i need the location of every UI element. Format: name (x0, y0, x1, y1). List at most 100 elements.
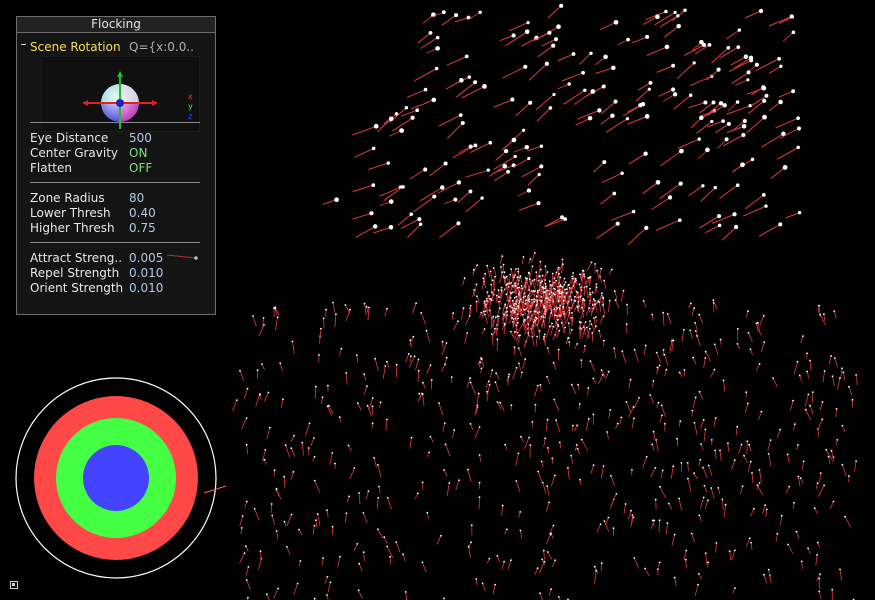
boid-head (584, 345, 586, 347)
boid-trail (262, 449, 266, 462)
info-icon[interactable] (10, 581, 18, 589)
boid-trail (518, 321, 525, 332)
lower-thresh-value[interactable]: 0.40 (129, 206, 156, 220)
boid-trail (550, 326, 554, 336)
zone-radius-value[interactable]: 80 (129, 191, 145, 205)
boid-head (473, 143, 478, 148)
boid-trail (554, 278, 558, 288)
boid-head (543, 333, 546, 336)
boid-trail (723, 504, 726, 518)
boid-head (557, 348, 560, 351)
boid-trail (499, 255, 503, 264)
boid-trail (506, 374, 510, 382)
boid-head (713, 343, 716, 346)
boid-head (527, 332, 530, 334)
boid-head (513, 311, 516, 314)
boid-trail (664, 369, 667, 377)
boid-trail (787, 544, 794, 554)
boid-head (643, 151, 648, 156)
boid-head (486, 291, 489, 294)
boid-trail (314, 386, 317, 399)
boid-head (830, 449, 833, 452)
boid-head (577, 383, 579, 386)
boid-trail (337, 556, 341, 568)
boid-head (413, 355, 416, 358)
boid-head (652, 430, 655, 433)
boid-trail (631, 418, 635, 429)
boid-trail (515, 102, 531, 117)
flocking-control-panel[interactable]: Flocking Scene Rotation Q={x:0.0.. x (16, 16, 216, 315)
repel-strength-value[interactable]: 0.010 (129, 266, 164, 280)
light-direction-gizmo[interactable] (15, 377, 227, 579)
boid-head (558, 315, 561, 317)
boid-head (395, 541, 398, 543)
boid-trail (815, 554, 818, 566)
boid-trail (747, 100, 765, 115)
orient-strength-value[interactable]: 0.010 (129, 281, 164, 295)
boid-head (235, 399, 238, 401)
boid-head (631, 209, 636, 214)
boid-head (322, 557, 324, 559)
center-gravity-toggle[interactable]: ON (129, 146, 148, 160)
boid-head (631, 469, 633, 471)
boid-trail (631, 36, 648, 44)
boid-head (428, 31, 433, 35)
boid-trail (509, 306, 511, 313)
boid-trail (581, 439, 588, 451)
attract-strength-value[interactable]: 0.005 (129, 251, 164, 265)
boid-trail (521, 256, 524, 265)
boid-head (764, 204, 768, 208)
boid-head (586, 326, 588, 329)
boid-head (539, 281, 542, 284)
boid-trail (539, 276, 541, 288)
boid-trail (747, 461, 752, 472)
boid-head (588, 307, 591, 309)
boid-trail (598, 302, 602, 313)
boid-trail (532, 280, 537, 292)
boid-trail (413, 196, 435, 213)
rotation-arcball[interactable]: x y z (41, 56, 200, 132)
boid-trail (528, 63, 548, 81)
boid-head (523, 320, 525, 323)
boid-head (426, 511, 429, 514)
boid-trail (532, 312, 538, 321)
boid-trail (524, 318, 531, 329)
boid-head (541, 299, 543, 302)
boid-trail (714, 450, 717, 460)
boid-trail (844, 516, 852, 528)
boid-trail (502, 305, 506, 314)
boid-head (711, 100, 716, 105)
boid-trail (750, 542, 753, 550)
collapse-icon[interactable] (21, 44, 26, 45)
boid-trail (554, 289, 557, 296)
boid-head (488, 295, 491, 297)
boid-head (421, 481, 424, 484)
boid-trail (553, 268, 559, 279)
boid-trail (687, 478, 692, 492)
boid-trail (678, 421, 681, 427)
boid-head (673, 576, 676, 579)
boid-head (518, 334, 520, 337)
boid-head (724, 503, 727, 506)
higher-thresh-value[interactable]: 0.75 (129, 221, 156, 235)
boid-head (797, 475, 800, 478)
boid-trail (510, 331, 515, 338)
boid-head (719, 338, 722, 341)
boid-head (624, 503, 627, 505)
boid-head (584, 321, 587, 323)
boid-head (590, 261, 593, 264)
boid-head (802, 460, 805, 463)
boid-trail (696, 121, 713, 134)
boid-head (667, 502, 670, 505)
attract-strength-slider[interactable] (167, 254, 201, 260)
boid-trail (461, 85, 485, 99)
flatten-toggle[interactable]: OFF (129, 161, 153, 175)
boid-trail (756, 482, 760, 491)
panel-title[interactable]: Flocking (17, 17, 215, 33)
boid-head (551, 322, 553, 325)
boid-trail (559, 442, 562, 449)
boid-head (740, 162, 745, 168)
boid-trail (746, 87, 764, 95)
eye-distance-value[interactable]: 500 (129, 131, 152, 145)
